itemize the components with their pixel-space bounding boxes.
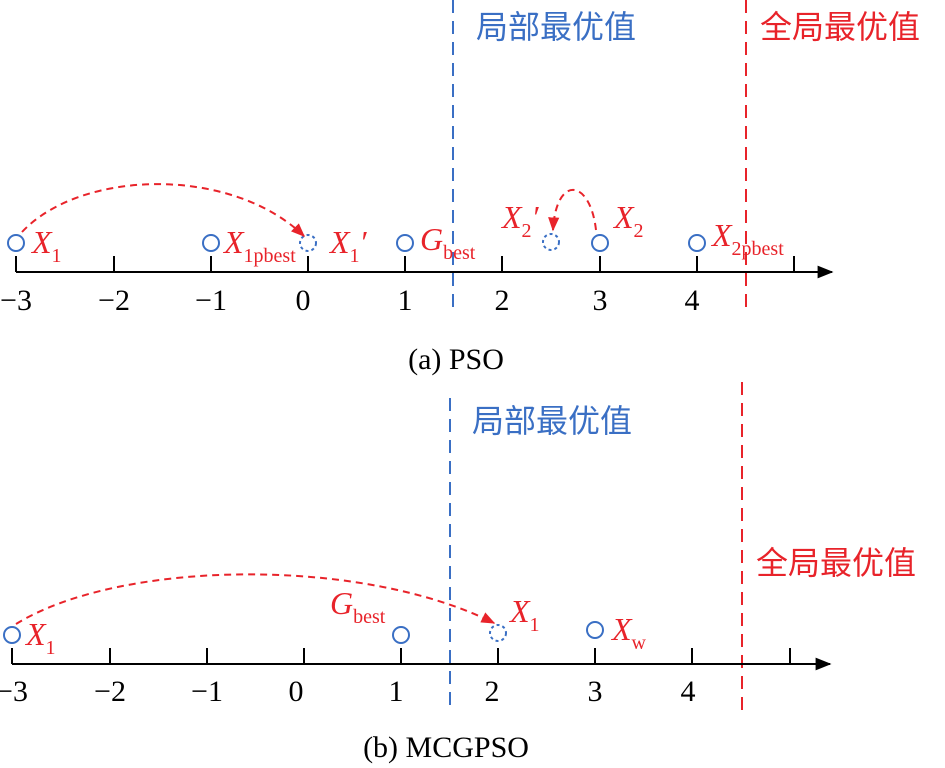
- axis-ticks: [15, 256, 795, 272]
- tick-label: −3: [0, 675, 28, 708]
- label-x1-new: X1: [508, 593, 540, 636]
- motion-arrow-x1: [15, 573, 496, 625]
- tick-label: 0: [289, 675, 304, 708]
- label-gbest: Gbest: [330, 585, 386, 628]
- label-xw: Xw: [610, 611, 647, 654]
- tick-label: 4: [681, 675, 696, 708]
- label-x2: X2: [612, 199, 644, 242]
- particle-x2-new: [542, 233, 560, 251]
- label-x1-pbest: X1pbest: [222, 224, 296, 267]
- label-x1-prime: X1′: [328, 224, 368, 267]
- label-x1: X1: [30, 224, 62, 267]
- tick-label: −1: [191, 675, 223, 708]
- panel-a: 局部最优值 全局最优值 −3 −2 −1 0 1 2 3 4: [0, 0, 920, 376]
- tick-label: −2: [98, 284, 130, 317]
- particle-x2: [591, 234, 609, 252]
- particle-gbest: [396, 234, 414, 252]
- particle-x1-new: [489, 624, 507, 642]
- local-optimum-label: 局部最优值: [476, 8, 636, 46]
- particle-x2-pbest: [688, 234, 706, 252]
- label-x1: X1: [24, 616, 56, 659]
- tick-label: 2: [485, 675, 500, 708]
- particle-x1-pbest: [202, 234, 220, 252]
- tick-label: −3: [0, 284, 32, 317]
- label-x2-pbest: X2pbest: [710, 217, 784, 260]
- motion-arrow-x1: [21, 183, 306, 237]
- global-optimum-label: 全局最优值: [760, 8, 920, 46]
- particle-xw: [586, 621, 604, 639]
- axis-ticks: [11, 648, 791, 664]
- particle-gbest: [392, 626, 410, 644]
- motion-arrow-x2: [548, 188, 597, 232]
- tick-label: 3: [588, 675, 603, 708]
- tick-label: 2: [495, 284, 510, 317]
- panel-b: 局部最优值 全局最优值 −3 −2 −1 0 1 2 3 4 X1 Gbest …: [0, 382, 916, 764]
- tick-label: 0: [296, 284, 311, 317]
- caption-b: (b) MCGPSO: [363, 731, 529, 764]
- label-x2-prime: X2′: [500, 199, 540, 242]
- tick-label: −1: [195, 284, 227, 317]
- tick-label: −2: [94, 675, 126, 708]
- particle-x1: [3, 626, 21, 644]
- tick-label: 1: [389, 675, 404, 708]
- tick-label: 4: [685, 284, 700, 317]
- caption-a: (a) PSO: [408, 343, 504, 376]
- particle-x1: [7, 234, 25, 252]
- particle-x1-new: [299, 234, 317, 252]
- tick-label: 3: [593, 284, 608, 317]
- global-optimum-label: 全局最优值: [756, 544, 916, 582]
- label-gbest: Gbest: [420, 221, 476, 264]
- tick-label: 1: [398, 284, 413, 317]
- local-optimum-label: 局部最优值: [472, 402, 632, 440]
